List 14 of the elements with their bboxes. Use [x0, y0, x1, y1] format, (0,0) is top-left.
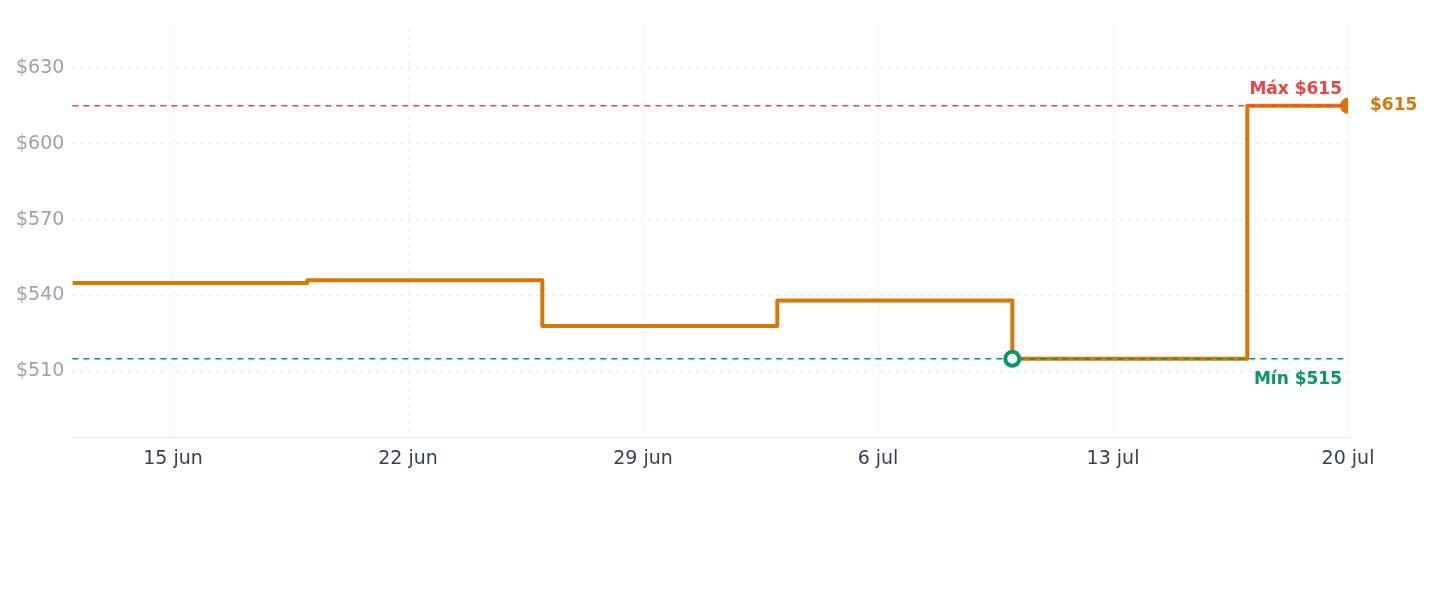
ref-line-label: Máx $615 [1249, 77, 1342, 98]
y-tick-label: $510 [15, 358, 65, 381]
x-tick-label: 6 jul [857, 445, 899, 468]
y-tick-label: $630 [15, 54, 65, 77]
y-tick-label: $540 [15, 282, 65, 305]
x-tick-label: 15 jun [143, 445, 203, 468]
x-tick-label: 13 jul [1086, 445, 1140, 468]
data-label: $615 [1370, 94, 1418, 115]
y-tick-label: $570 [15, 206, 65, 229]
ref-line-label: Mín $515 [1253, 367, 1342, 388]
x-tick-label: 20 jul [1321, 445, 1375, 468]
x-tick-label: 22 jun [378, 445, 438, 468]
y-tick-label: $600 [15, 130, 65, 153]
x-tick-label: 29 jun [613, 445, 673, 468]
